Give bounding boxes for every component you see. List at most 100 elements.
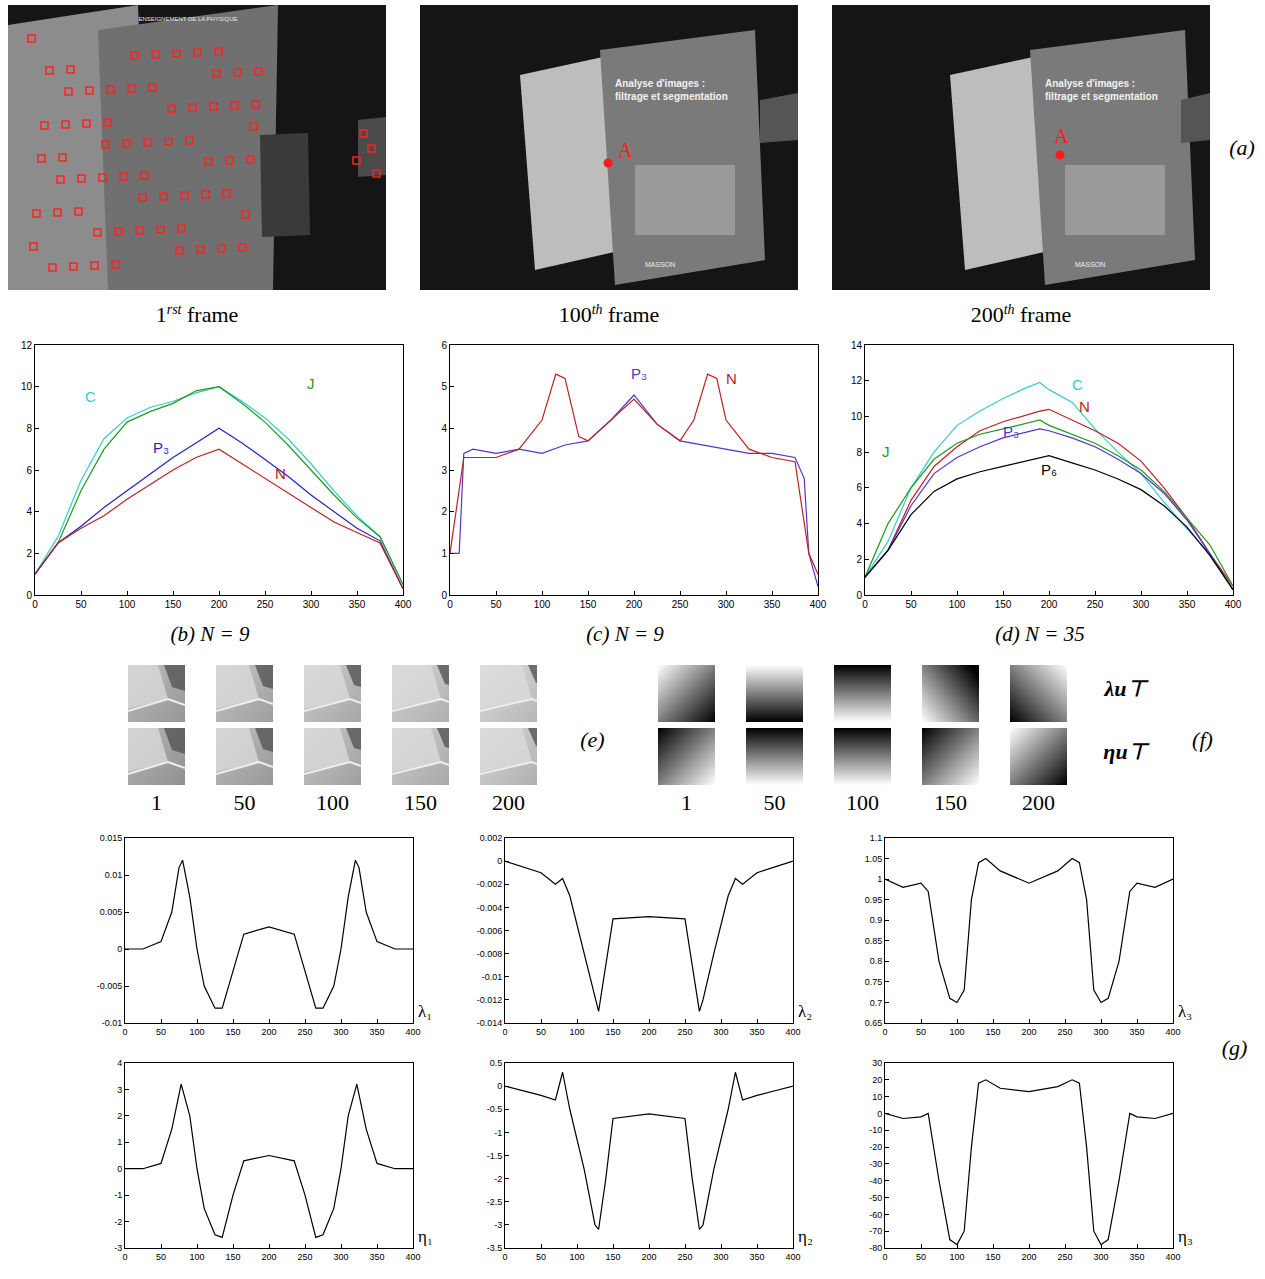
svg-text:50: 50 xyxy=(905,599,917,610)
svg-text:150: 150 xyxy=(985,1027,1000,1037)
svg-text:Analyse d'images :: Analyse d'images : xyxy=(615,78,705,89)
svg-text:150: 150 xyxy=(605,1027,620,1037)
svg-text:6: 6 xyxy=(441,340,447,351)
svg-text:-0.5: -0.5 xyxy=(487,1104,503,1114)
svg-text:250: 250 xyxy=(297,1252,312,1262)
svg-text:J: J xyxy=(307,375,315,392)
svg-text:0: 0 xyxy=(122,1252,127,1262)
svg-text:50: 50 xyxy=(536,1252,546,1262)
svg-text:-20: -20 xyxy=(869,1142,882,1152)
svg-text:400: 400 xyxy=(1165,1027,1180,1037)
svg-text:250: 250 xyxy=(677,1027,692,1037)
svg-text:14: 14 xyxy=(851,340,863,351)
svg-text:-2: -2 xyxy=(494,1174,502,1184)
svg-text:N: N xyxy=(1079,398,1090,415)
svg-text:-0.01: -0.01 xyxy=(102,1018,123,1028)
svg-text:-80: -80 xyxy=(869,1243,882,1253)
svg-text:-0.002: -0.002 xyxy=(477,879,503,889)
svg-text:-0.012: -0.012 xyxy=(477,995,503,1005)
svg-text:P₃: P₃ xyxy=(153,439,169,456)
svg-text:-2.5: -2.5 xyxy=(487,1197,503,1207)
svg-text:-50: -50 xyxy=(869,1193,882,1203)
svg-text:400: 400 xyxy=(785,1252,800,1262)
svg-text:400: 400 xyxy=(395,599,412,610)
svg-text:-1: -1 xyxy=(114,1190,122,1200)
svg-text:250: 250 xyxy=(297,1027,312,1037)
svg-text:0: 0 xyxy=(441,590,447,601)
svg-text:0: 0 xyxy=(32,599,38,610)
svg-text:100: 100 xyxy=(189,1252,204,1262)
svg-text:250: 250 xyxy=(257,599,274,610)
svg-text:400: 400 xyxy=(810,599,827,610)
svg-text:4: 4 xyxy=(26,506,32,517)
svg-text:50: 50 xyxy=(75,599,87,610)
svg-text:2: 2 xyxy=(117,1111,122,1121)
svg-text:0.8: 0.8 xyxy=(870,956,883,966)
svg-text:350: 350 xyxy=(369,1252,384,1262)
svg-text:η₂: η₂ xyxy=(798,1227,813,1246)
svg-text:-1.5: -1.5 xyxy=(487,1151,503,1161)
svg-text:0: 0 xyxy=(26,590,32,601)
svg-text:50: 50 xyxy=(490,599,502,610)
svg-text:50: 50 xyxy=(156,1252,166,1262)
svg-text:100: 100 xyxy=(189,1027,204,1037)
svg-text:10: 10 xyxy=(851,411,863,422)
svg-text:-0.008: -0.008 xyxy=(477,949,503,959)
svg-text:350: 350 xyxy=(349,599,366,610)
svg-text:250: 250 xyxy=(1057,1252,1072,1262)
svg-text:-1: -1 xyxy=(494,1128,502,1138)
svg-text:100: 100 xyxy=(949,599,966,610)
svg-text:0: 0 xyxy=(877,1109,882,1119)
svg-text:-0.005: -0.005 xyxy=(97,981,123,991)
svg-text:12: 12 xyxy=(21,340,33,351)
svg-text:200: 200 xyxy=(1021,1027,1036,1037)
svg-text:200: 200 xyxy=(261,1027,276,1037)
svg-text:400: 400 xyxy=(405,1252,420,1262)
svg-text:350: 350 xyxy=(749,1252,764,1262)
svg-text:350: 350 xyxy=(369,1027,384,1037)
svg-text:150: 150 xyxy=(985,1252,1000,1262)
svg-text:0: 0 xyxy=(882,1252,887,1262)
svg-text:-0.01: -0.01 xyxy=(482,972,503,982)
svg-text:-3.5: -3.5 xyxy=(487,1243,503,1253)
svg-text:-3: -3 xyxy=(494,1220,502,1230)
svg-text:100: 100 xyxy=(949,1252,964,1262)
svg-text:300: 300 xyxy=(1093,1027,1108,1037)
svg-text:4: 4 xyxy=(441,423,447,434)
svg-text:0: 0 xyxy=(447,599,453,610)
svg-text:100: 100 xyxy=(949,1027,964,1037)
svg-text:-70: -70 xyxy=(869,1226,882,1236)
svg-text:100: 100 xyxy=(534,599,551,610)
svg-text:200: 200 xyxy=(261,1252,276,1262)
svg-text:200: 200 xyxy=(626,599,643,610)
svg-text:300: 300 xyxy=(303,599,320,610)
svg-text:-0.006: -0.006 xyxy=(477,926,503,936)
svg-text:1: 1 xyxy=(877,874,882,884)
svg-text:0: 0 xyxy=(862,599,868,610)
svg-text:A: A xyxy=(618,139,633,161)
svg-text:150: 150 xyxy=(165,599,182,610)
svg-text:λ₃: λ₃ xyxy=(1178,1002,1192,1021)
svg-text:6: 6 xyxy=(26,465,32,476)
svg-text:200: 200 xyxy=(641,1027,656,1037)
svg-text:150: 150 xyxy=(225,1027,240,1037)
svg-text:300: 300 xyxy=(333,1027,348,1037)
svg-text:A: A xyxy=(1054,125,1069,147)
svg-text:400: 400 xyxy=(785,1027,800,1037)
svg-text:150: 150 xyxy=(995,599,1012,610)
svg-text:250: 250 xyxy=(1087,599,1104,610)
svg-text:0.85: 0.85 xyxy=(865,936,883,946)
svg-text:filtrage et segmentation: filtrage et segmentation xyxy=(615,91,728,102)
svg-text:N: N xyxy=(726,370,737,387)
svg-text:0.75: 0.75 xyxy=(865,977,883,987)
svg-text:300: 300 xyxy=(333,1252,348,1262)
svg-text:0.002: 0.002 xyxy=(480,833,503,843)
svg-text:λ₁: λ₁ xyxy=(418,1002,432,1021)
svg-text:300: 300 xyxy=(718,599,735,610)
svg-text:-0.014: -0.014 xyxy=(477,1018,503,1028)
svg-text:P₃: P₃ xyxy=(1003,423,1019,440)
svg-text:0: 0 xyxy=(856,590,862,601)
svg-text:-30: -30 xyxy=(869,1159,882,1169)
svg-text:MASSON: MASSON xyxy=(645,261,675,268)
svg-text:350: 350 xyxy=(764,599,781,610)
